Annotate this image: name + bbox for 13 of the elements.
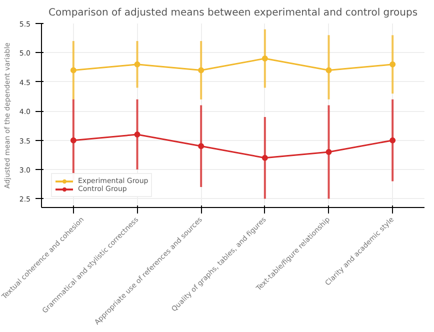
point: [390, 137, 396, 144]
chart-title: Comparison of adjusted means between experimental and control groups: [48, 8, 418, 18]
point: [262, 154, 268, 161]
point: [134, 61, 140, 68]
point: [198, 143, 204, 150]
point: [390, 61, 396, 68]
point: [262, 56, 268, 62]
point: [198, 67, 204, 74]
point: [326, 149, 332, 156]
point: [70, 137, 76, 144]
point: [134, 131, 140, 138]
point: [326, 67, 332, 74]
point: [70, 67, 76, 74]
